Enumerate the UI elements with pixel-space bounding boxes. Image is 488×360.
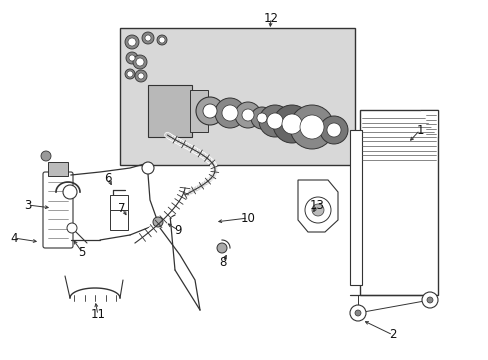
Circle shape <box>272 105 310 143</box>
Circle shape <box>349 305 365 321</box>
Circle shape <box>135 70 147 82</box>
Text: 10: 10 <box>240 212 255 225</box>
Circle shape <box>153 217 163 227</box>
Circle shape <box>259 105 290 137</box>
Text: 6: 6 <box>104 171 112 185</box>
Circle shape <box>426 297 432 303</box>
Bar <box>110 195 128 215</box>
Circle shape <box>145 35 151 41</box>
Polygon shape <box>419 110 437 138</box>
Circle shape <box>289 105 333 149</box>
Circle shape <box>217 243 226 253</box>
Text: 4: 4 <box>10 231 18 244</box>
Polygon shape <box>297 180 337 232</box>
Circle shape <box>235 102 261 128</box>
Text: 13: 13 <box>309 198 324 212</box>
Circle shape <box>196 97 224 125</box>
Circle shape <box>127 71 133 77</box>
Text: 11: 11 <box>90 309 105 321</box>
Text: 9: 9 <box>174 224 182 237</box>
Circle shape <box>326 123 340 137</box>
Circle shape <box>138 73 143 79</box>
Circle shape <box>125 35 139 49</box>
Text: 8: 8 <box>219 256 226 269</box>
Text: 12: 12 <box>263 12 278 24</box>
Circle shape <box>305 197 330 223</box>
Circle shape <box>129 55 135 61</box>
Circle shape <box>136 58 143 66</box>
Bar <box>349 130 361 285</box>
Text: 2: 2 <box>388 328 396 342</box>
Circle shape <box>282 114 302 134</box>
Circle shape <box>126 52 138 64</box>
Text: 1: 1 <box>415 123 423 136</box>
Text: 5: 5 <box>78 246 85 258</box>
FancyBboxPatch shape <box>43 172 73 248</box>
Circle shape <box>128 38 136 46</box>
Circle shape <box>125 69 135 79</box>
Circle shape <box>250 107 272 129</box>
Circle shape <box>67 223 77 233</box>
Circle shape <box>63 185 77 199</box>
Circle shape <box>299 115 324 139</box>
Text: 3: 3 <box>24 198 32 212</box>
Circle shape <box>157 35 167 45</box>
Circle shape <box>354 310 360 316</box>
Bar <box>120 28 354 165</box>
Bar <box>48 162 68 176</box>
Bar <box>190 90 207 132</box>
Circle shape <box>215 98 244 128</box>
Circle shape <box>257 113 266 123</box>
Circle shape <box>41 151 51 161</box>
Circle shape <box>319 116 347 144</box>
Circle shape <box>266 113 283 129</box>
Circle shape <box>142 32 154 44</box>
Circle shape <box>203 104 217 118</box>
Bar <box>359 110 437 295</box>
Circle shape <box>222 105 238 121</box>
Circle shape <box>159 37 164 43</box>
Circle shape <box>142 162 154 174</box>
Circle shape <box>133 55 147 69</box>
Circle shape <box>421 292 437 308</box>
Bar <box>148 85 192 137</box>
Circle shape <box>242 109 253 121</box>
Circle shape <box>311 204 324 216</box>
Text: 7: 7 <box>118 202 125 215</box>
Bar <box>110 210 128 230</box>
